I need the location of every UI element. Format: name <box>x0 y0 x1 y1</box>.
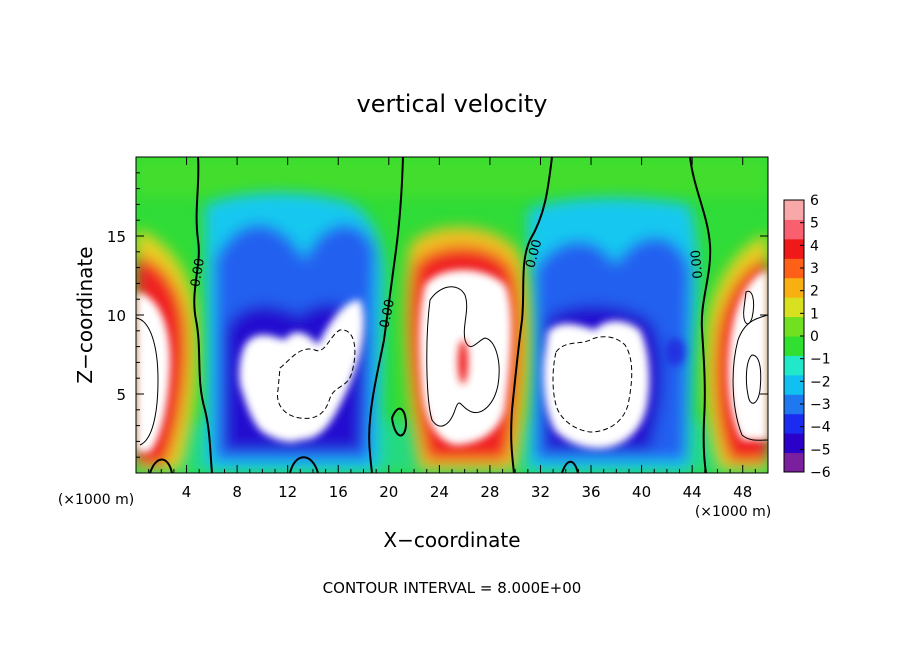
zero-contour-4 <box>689 157 712 473</box>
velocity-field: 0.00 0.00 0.00 0.00 <box>136 157 768 473</box>
colorbar-segment <box>784 433 804 454</box>
colorbar-segment <box>784 316 804 337</box>
positive-contour-east-top <box>743 290 755 325</box>
zero-contour-5 <box>149 458 173 473</box>
small-downdraft-blob <box>458 338 685 384</box>
blob-center-red <box>458 340 468 384</box>
positive-contour-west <box>136 317 159 446</box>
colorbar-tick-label: −1 <box>810 352 831 368</box>
x-tick-label: 24 <box>430 483 449 501</box>
x-tick-label: 12 <box>278 483 297 501</box>
colorbar-tick-label: −6 <box>810 465 831 481</box>
y-tick-label: 15 <box>107 228 126 246</box>
zero-contour-3 <box>510 157 553 473</box>
colorbar-tick-label: −3 <box>810 397 831 413</box>
positive-contour-layer <box>136 286 768 446</box>
contour-label: 0.00 <box>188 257 208 288</box>
contour-label: 0.00 <box>689 249 706 279</box>
colorbar-segment <box>784 238 804 259</box>
colorbar: 6 5 4 3 2 1 0 −1 −2 −3 −4 −5 −6 <box>783 193 831 481</box>
zero-contour-6 <box>289 456 319 473</box>
core-downdraft-east <box>543 321 650 449</box>
colorbar-segment <box>784 355 804 376</box>
negative-contour-layer <box>276 329 633 433</box>
colorbar-segment <box>784 200 804 220</box>
colorbar-tick-label: 3 <box>810 261 819 277</box>
x-tick-label: 20 <box>379 483 398 501</box>
upper-band-dark <box>136 157 768 197</box>
y-axis: 5 10 15 <box>107 172 768 458</box>
colorbar-tick-label: 5 <box>810 216 819 232</box>
x-tick-label: 4 <box>182 483 192 501</box>
x-axis: 4 8 12 16 20 24 28 32 36 40 44 48 <box>148 157 756 501</box>
y-tick-label: 10 <box>107 307 126 325</box>
colorbar-segment <box>784 374 804 395</box>
x-tick-label: 44 <box>683 483 702 501</box>
x-unit-label-right: (×1000 m) <box>695 504 771 520</box>
zero-contour-2 <box>368 157 404 473</box>
zero-contour-8 <box>561 460 579 473</box>
x-tick-label: 36 <box>581 483 600 501</box>
zero-contour-7 <box>390 407 408 437</box>
colorbar-tick-label: 0 <box>810 329 819 345</box>
blob-east <box>665 338 685 366</box>
positive-contour-center <box>426 286 500 427</box>
colorbar-segment <box>784 394 804 415</box>
contour-label: 0.00 <box>523 238 545 270</box>
x-unit-label-left: (×1000 m) <box>58 492 134 508</box>
zero-contour-1 <box>193 157 213 473</box>
colorbar-segment <box>784 277 804 298</box>
colorbar-tick-label: −4 <box>810 420 831 436</box>
colorbar-segment <box>784 219 804 240</box>
core-downdraft-west <box>239 300 364 443</box>
x-tick-label: 48 <box>733 483 752 501</box>
colorbar-tick-label: −2 <box>810 374 831 390</box>
colorbar-tick-label: 2 <box>810 284 819 300</box>
colorbar-tick-label: 1 <box>810 306 819 322</box>
chart-title: vertical velocity <box>357 90 548 118</box>
positive-contour-east-inner <box>745 354 762 404</box>
x-axis-label: X−coordinate <box>383 528 520 552</box>
x-tick-label: 16 <box>329 483 348 501</box>
x-tick-label: 32 <box>531 483 550 501</box>
colorbar-segment <box>784 413 804 434</box>
colorbar-tick-label: 4 <box>810 238 819 254</box>
x-tick-label: 8 <box>232 483 242 501</box>
colorbar-tick-label: 6 <box>810 193 819 209</box>
contour-label-group: 0.00 0.00 0.00 0.00 <box>188 238 706 330</box>
y-axis-label: Z−coordinate <box>73 246 97 383</box>
x-tick-label: 28 <box>480 483 499 501</box>
colorbar-segment <box>784 258 804 279</box>
contour-interval-text: CONTOUR INTERVAL = 8.000E+00 <box>323 579 582 597</box>
colorbar-tick-label: −5 <box>810 442 831 458</box>
colorbar-segment <box>784 452 804 473</box>
negative-contour-west <box>276 329 356 419</box>
x-tick-label: 40 <box>632 483 651 501</box>
core-west-edge <box>136 292 171 452</box>
y-tick-label: 5 <box>116 386 126 404</box>
zero-contour-layer <box>149 157 712 473</box>
contour-label: 0.00 <box>377 298 398 329</box>
colorbar-segment <box>784 336 804 356</box>
negative-contour-east <box>552 336 633 433</box>
colorbar-segment <box>784 297 804 318</box>
